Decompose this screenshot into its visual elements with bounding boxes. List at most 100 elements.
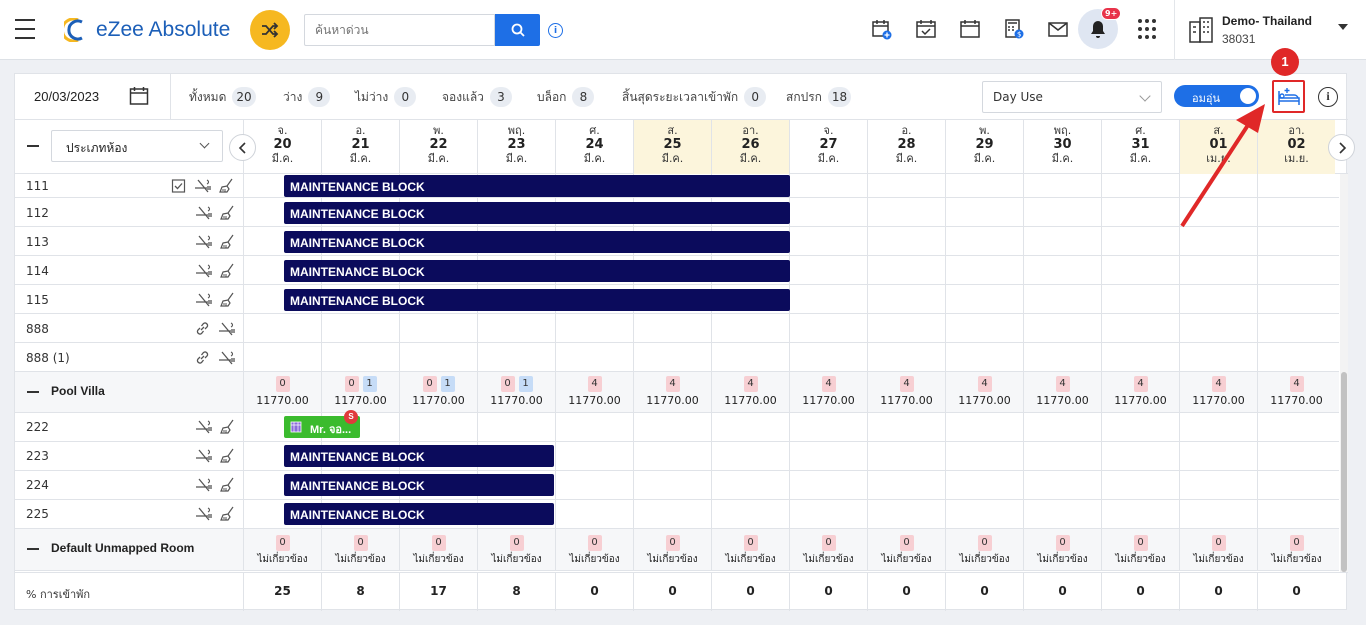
availability-cell[interactable]: 0 ไม่เกี่ยวข้อง bbox=[399, 529, 477, 570]
availability-cell[interactable]: 0 ไม่เกี่ยวข้อง bbox=[945, 529, 1023, 570]
status-counter[interactable]: บล็อก 8 bbox=[537, 87, 595, 107]
calendar-cell[interactable] bbox=[867, 442, 945, 470]
calendar-cell[interactable] bbox=[1023, 413, 1101, 441]
calendar-cell[interactable] bbox=[555, 500, 633, 528]
status-counter[interactable]: ไม่ว่าง 0 bbox=[355, 87, 417, 107]
availability-cell[interactable]: 0 ไม่เกี่ยวข้อง bbox=[1023, 529, 1101, 570]
calendar-cell[interactable] bbox=[1101, 343, 1179, 371]
status-counter[interactable]: สิ้นสุดระยะเวลาเข้าพัก 0 bbox=[622, 87, 767, 107]
calendar-check-icon[interactable] bbox=[915, 18, 937, 40]
calendar-cell[interactable] bbox=[945, 256, 1023, 284]
broom-icon[interactable] bbox=[220, 419, 235, 437]
no-smoking-icon[interactable] bbox=[218, 321, 235, 339]
calendar-cell[interactable] bbox=[1257, 256, 1335, 284]
availability-cell[interactable]: 0 ไม่เกี่ยวข้อง bbox=[711, 529, 789, 570]
calendar-cell[interactable] bbox=[1101, 174, 1179, 197]
calendar-cell[interactable] bbox=[1179, 500, 1257, 528]
calendar-cell[interactable] bbox=[1257, 413, 1335, 441]
calendar-cell[interactable] bbox=[945, 442, 1023, 470]
calendar-cell[interactable] bbox=[1101, 314, 1179, 342]
maintenance-block[interactable]: MAINTENANCE BLOCK bbox=[284, 503, 554, 525]
calendar-cell[interactable] bbox=[789, 174, 867, 197]
calendar-cell[interactable] bbox=[1257, 500, 1335, 528]
calendar-cell[interactable] bbox=[555, 413, 633, 441]
status-counter[interactable]: สกปรก 18 bbox=[786, 87, 852, 107]
availability-cell[interactable]: 0 ไม่เกี่ยวข้อง bbox=[867, 529, 945, 570]
calendar-cell[interactable] bbox=[243, 227, 321, 255]
calendar-cell[interactable] bbox=[789, 285, 867, 313]
availability-cell[interactable]: 0 ไม่เกี่ยวข้อง bbox=[789, 529, 867, 570]
status-counter[interactable]: จองแล้ว 3 bbox=[442, 87, 512, 107]
calendar-cell[interactable] bbox=[477, 343, 555, 371]
maintenance-block[interactable]: MAINTENANCE BLOCK bbox=[284, 474, 554, 496]
shuffle-icon[interactable] bbox=[250, 10, 290, 50]
calendar-cell[interactable] bbox=[243, 198, 321, 226]
calendar-cell[interactable] bbox=[399, 413, 477, 441]
calendar-cell[interactable] bbox=[1179, 174, 1257, 197]
calendar-cell[interactable] bbox=[789, 442, 867, 470]
search-button[interactable] bbox=[495, 14, 540, 46]
calendar-cell[interactable] bbox=[789, 471, 867, 499]
calendar-cell[interactable] bbox=[633, 442, 711, 470]
collapse-group-icon[interactable] bbox=[27, 391, 39, 393]
calendar-cell[interactable] bbox=[1257, 314, 1335, 342]
calendar-cell[interactable] bbox=[867, 256, 945, 284]
calendar-icon[interactable] bbox=[959, 18, 981, 40]
checklist-icon[interactable] bbox=[171, 178, 186, 196]
no-smoking-icon[interactable] bbox=[195, 448, 212, 466]
reservation-block[interactable]: Mr. จอ... S bbox=[284, 410, 360, 438]
calendar-cell[interactable] bbox=[867, 471, 945, 499]
calendar-cell[interactable] bbox=[321, 343, 399, 371]
scrollbar-thumb[interactable] bbox=[1341, 372, 1347, 572]
maintenance-block[interactable]: MAINTENANCE BLOCK bbox=[284, 259, 790, 282]
calendar-cell[interactable] bbox=[1101, 198, 1179, 226]
calendar-cell[interactable] bbox=[711, 343, 789, 371]
apps-grid-icon[interactable] bbox=[1137, 19, 1157, 39]
calendar-cell[interactable] bbox=[243, 174, 321, 197]
calendar-cell[interactable] bbox=[789, 413, 867, 441]
calendar-cell[interactable] bbox=[1257, 343, 1335, 371]
billing-calculator-icon[interactable]: $ bbox=[1003, 18, 1025, 40]
calendar-cell[interactable] bbox=[1257, 174, 1335, 197]
calendar-cell[interactable] bbox=[945, 198, 1023, 226]
calendar-cell[interactable] bbox=[1179, 227, 1257, 255]
availability-cell[interactable]: 4 11770.00 bbox=[633, 372, 711, 412]
status-counter[interactable]: ว่าง 9 bbox=[283, 87, 331, 107]
maintenance-block[interactable]: MAINTENANCE BLOCK bbox=[284, 288, 790, 311]
calendar-cell[interactable] bbox=[945, 500, 1023, 528]
calendar-cell[interactable] bbox=[555, 314, 633, 342]
calendar-cell[interactable] bbox=[789, 256, 867, 284]
calendar-cell[interactable] bbox=[711, 471, 789, 499]
calendar-cell[interactable] bbox=[243, 500, 321, 528]
calendar-cell[interactable] bbox=[321, 314, 399, 342]
broom-icon[interactable] bbox=[220, 234, 235, 252]
date-picker-icon[interactable] bbox=[129, 86, 149, 106]
availability-cell[interactable]: 4 11770.00 bbox=[1023, 372, 1101, 412]
prev-dates-button[interactable] bbox=[229, 134, 256, 161]
calendar-cell[interactable] bbox=[633, 500, 711, 528]
calendar-cell[interactable] bbox=[243, 471, 321, 499]
calendar-cell[interactable] bbox=[945, 471, 1023, 499]
calendar-cell[interactable] bbox=[867, 198, 945, 226]
add-booking-calendar-icon[interactable] bbox=[871, 18, 893, 40]
calendar-cell[interactable] bbox=[867, 285, 945, 313]
mail-icon[interactable] bbox=[1047, 18, 1069, 40]
calendar-cell[interactable] bbox=[1023, 285, 1101, 313]
no-smoking-icon[interactable] bbox=[195, 263, 212, 281]
availability-cell[interactable]: 0 11770.00 bbox=[243, 372, 321, 412]
availability-cell[interactable]: 4 11770.00 bbox=[711, 372, 789, 412]
availability-cell[interactable]: 0 ไม่เกี่ยวข้อง bbox=[477, 529, 555, 570]
calendar-cell[interactable] bbox=[1023, 198, 1101, 226]
calendar-cell[interactable] bbox=[945, 174, 1023, 197]
calendar-cell[interactable] bbox=[1023, 227, 1101, 255]
info-icon[interactable]: i bbox=[1318, 87, 1338, 107]
link-icon[interactable] bbox=[195, 321, 210, 339]
calendar-cell[interactable] bbox=[789, 198, 867, 226]
availability-cell[interactable]: 4 11770.00 bbox=[789, 372, 867, 412]
no-smoking-icon[interactable] bbox=[195, 419, 212, 437]
calendar-cell[interactable] bbox=[243, 343, 321, 371]
availability-cell[interactable]: 0 ไม่เกี่ยวข้อง bbox=[555, 529, 633, 570]
availability-cell[interactable]: 0 ไม่เกี่ยวข้อง bbox=[633, 529, 711, 570]
calendar-cell[interactable] bbox=[1179, 285, 1257, 313]
calendar-cell[interactable] bbox=[243, 413, 321, 441]
